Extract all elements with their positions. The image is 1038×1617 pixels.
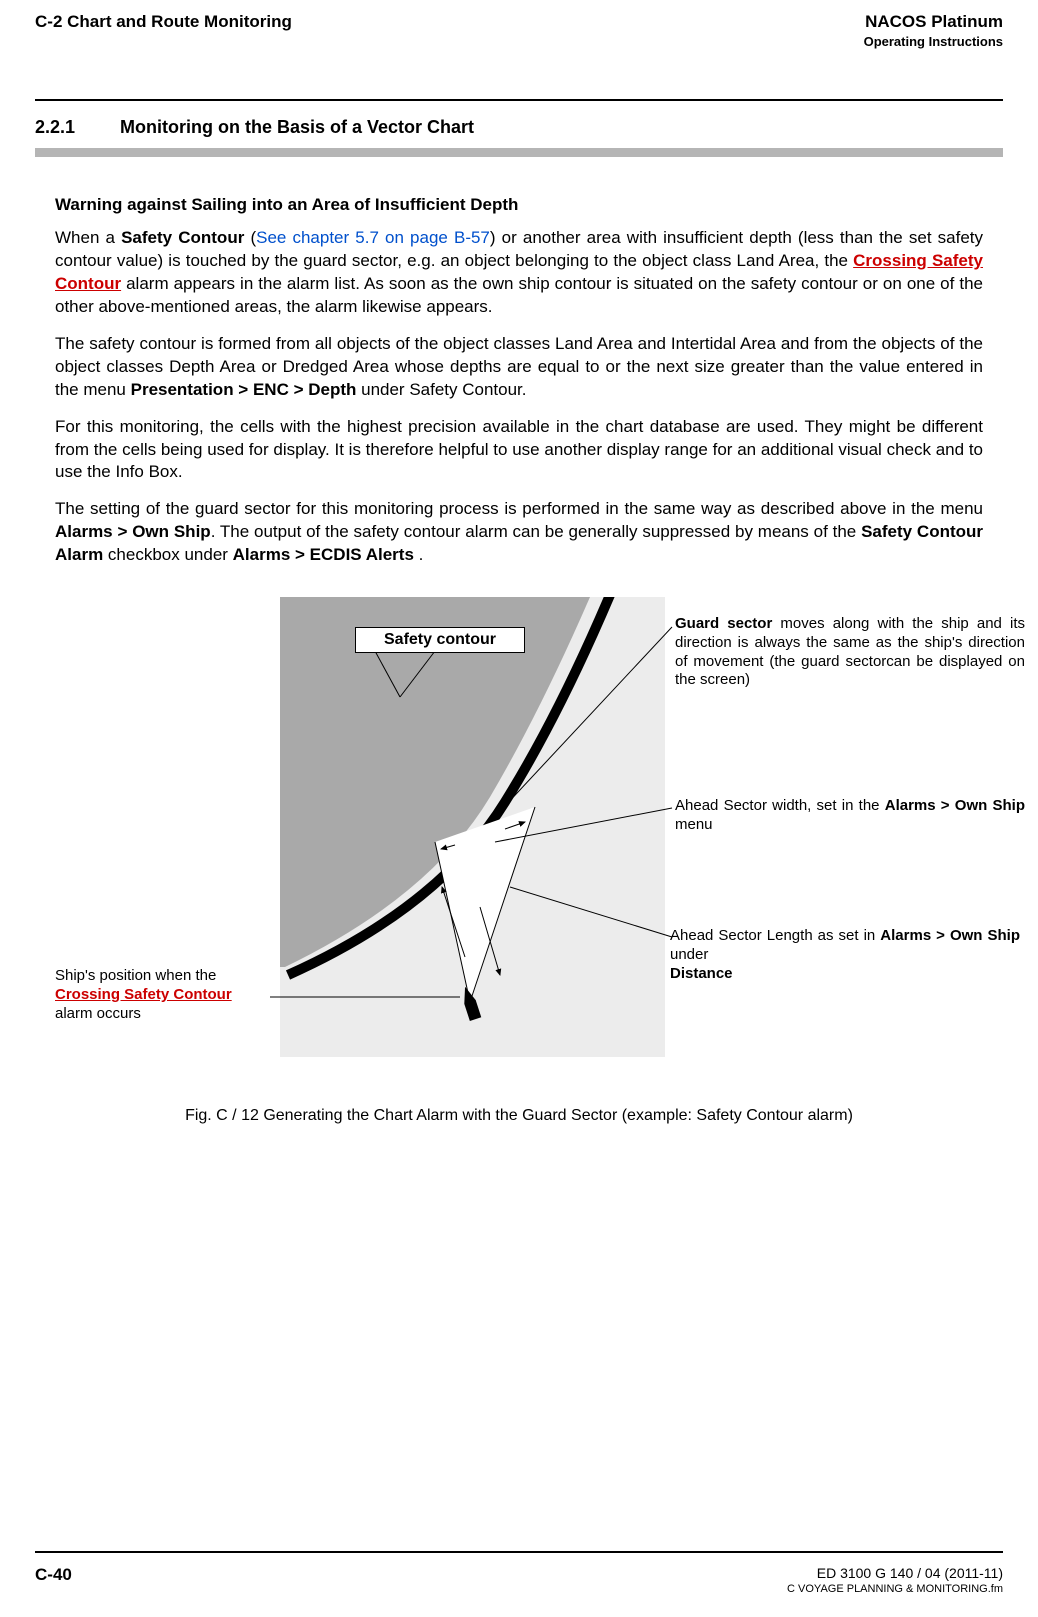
section-underline [35,148,1003,157]
footer-rule [35,1551,1003,1553]
paragraph-1: When a Safety Contour (See chapter 5.7 o… [55,227,983,319]
paragraph-3: For this monitoring, the cells with the … [55,416,983,485]
safety-contour-label: Safety contour [355,627,525,653]
guard-sector-diagram [280,597,665,1057]
annotation-ship-position: Ship's position when the Crossing Safety… [55,967,270,1023]
subheading: Warning against Sailing into an Area of … [55,195,983,215]
document-id: ED 3100 G 140 / 04 (2011-11) C VOYAGE PL… [787,1565,1003,1595]
header-chapter: C-2 Chart and Route Monitoring [35,12,292,32]
cross-reference-link[interactable]: See chapter 5.7 on page B-57 [256,228,490,247]
section-heading: 2.2.1Monitoring on the Basis of a Vector… [35,117,1003,138]
annotation-ahead-width: Ahead Sector width, set in the Alarms > … [675,797,1025,835]
header-rule [35,99,1003,101]
figure-area: Safety contour Guard sector moves along … [55,597,983,1097]
page-footer: C-40 ED 3100 G 140 / 04 (2011-11) C VOYA… [35,1551,1003,1595]
annotation-guard-sector: Guard sector moves along with the ship a… [675,615,1025,690]
paragraph-4: The setting of the guard sector for this… [55,498,983,567]
page-number: C-40 [35,1565,72,1585]
page-header: C-2 Chart and Route Monitoring NACOS Pla… [35,12,1003,49]
crossing-safety-contour-callout[interactable]: Crossing Safety Contour [55,986,232,1003]
annotation-ahead-length: Ahead Sector Length as set in Alarms > O… [670,927,1020,983]
figure-caption: Fig. C / 12 Generating the Chart Alarm w… [55,1107,983,1125]
content-body: Warning against Sailing into an Area of … [35,195,1003,1125]
header-product: NACOS Platinum Operating Instructions [864,12,1003,49]
paragraph-2: The safety contour is formed from all ob… [55,333,983,402]
